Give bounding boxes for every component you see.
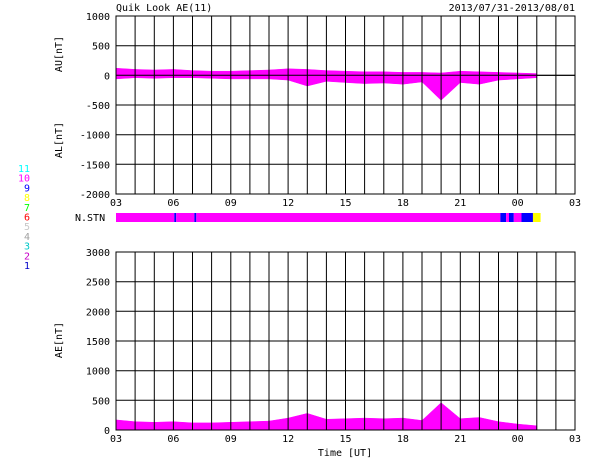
y-tick-label: 1500 — [86, 337, 110, 348]
legend-entry: 9 — [24, 183, 30, 194]
nstn-segment — [116, 213, 175, 222]
x-tick-label: 06 — [167, 434, 179, 445]
legend-entry: 10 — [18, 174, 30, 185]
au-al-panel: 1000 500 0 -500 -1000 -1500 -2000 03 06 09 12 15 18… — [54, 12, 581, 209]
x-tick-label: 15 — [339, 434, 351, 445]
nstn-segment — [521, 213, 533, 222]
x-tick-label: 06 — [167, 198, 179, 209]
y-tick-label: -500 — [86, 101, 110, 112]
nstn-segment — [506, 213, 509, 222]
nstn-segment — [194, 213, 197, 222]
x-tick-label: 18 — [397, 434, 409, 445]
x-tick-label: 18 — [397, 198, 409, 209]
y-tick-label: 2500 — [86, 278, 110, 289]
legend-entry: 3 — [24, 242, 30, 253]
y-tick-label: 3000 — [86, 248, 110, 259]
time-axis-label: Time [UT] — [318, 448, 372, 459]
x-tick-label: 15 — [339, 198, 351, 209]
x-tick-label: 09 — [225, 434, 237, 445]
au-al-grid — [115, 15, 576, 195]
legend-entry: 6 — [24, 213, 30, 224]
nstn-segment — [196, 213, 501, 222]
x-tick-label: 00 — [512, 198, 524, 209]
y-tick-label: 2000 — [86, 307, 110, 318]
figure-title: Quik Look AE(11) — [116, 3, 212, 14]
y-tick-label: 1000 — [86, 12, 110, 23]
y-tick-label: -2000 — [80, 190, 110, 201]
x-tick-label: 03 — [569, 434, 581, 445]
au-al-x-ticks: 03 06 09 12 15 18 21 00 03 — [110, 198, 581, 209]
nstn-segment — [509, 213, 514, 222]
au-axis-label: AU[nT] — [54, 36, 65, 72]
legend-entry: 7 — [24, 203, 30, 214]
nstn-segment — [174, 213, 177, 222]
legend-entry: 11 — [18, 164, 30, 175]
x-tick-label: 12 — [282, 198, 294, 209]
y-tick-label: 500 — [92, 396, 110, 407]
x-tick-label: 21 — [454, 434, 466, 445]
nstn-segment — [513, 213, 522, 222]
al-area — [115, 75, 538, 101]
legend-entry: 4 — [24, 232, 30, 243]
legend-entry: 2 — [24, 251, 30, 262]
ae-fill — [115, 402, 538, 431]
nstn-segment — [500, 213, 507, 222]
station-count-strip — [116, 213, 541, 222]
ae-grid — [115, 251, 576, 431]
date-range: 2013/07/31-2013/08/01 — [449, 3, 575, 14]
ae-axis-label: AE[nT] — [54, 322, 65, 358]
y-tick-label: 500 — [92, 42, 110, 53]
nstn-label: N.STN — [75, 213, 105, 224]
legend-entry: 1 — [24, 261, 30, 272]
x-tick-label: 03 — [110, 434, 122, 445]
al-axis-label: AL[nT] — [54, 122, 65, 158]
ae-y-ticks: 3000 2500 2000 1500 1000 500 0 — [86, 248, 110, 437]
ae-area — [115, 402, 538, 431]
y-tick-label: 1000 — [86, 367, 110, 378]
x-tick-label: 12 — [282, 434, 294, 445]
y-tick-label: 0 — [104, 71, 110, 82]
nstn-segment — [176, 213, 195, 222]
x-tick-label: 03 — [569, 198, 581, 209]
au-al-y-ticks: 1000 500 0 -500 -1000 -1500 -2000 — [80, 12, 110, 201]
ae-x-ticks: 03 06 09 12 15 18 21 00 03 — [110, 434, 581, 445]
y-tick-label: -1000 — [80, 131, 110, 142]
x-tick-label: 21 — [454, 198, 466, 209]
y-tick-label: 0 — [104, 426, 110, 437]
legend-entry: 8 — [24, 193, 30, 204]
x-tick-label: 03 — [110, 198, 122, 209]
nstn-segment — [532, 213, 541, 222]
legend-entry: 5 — [24, 222, 30, 233]
x-tick-label: 09 — [225, 198, 237, 209]
x-tick-label: 00 — [512, 434, 524, 445]
y-tick-label: -1500 — [80, 160, 110, 171]
